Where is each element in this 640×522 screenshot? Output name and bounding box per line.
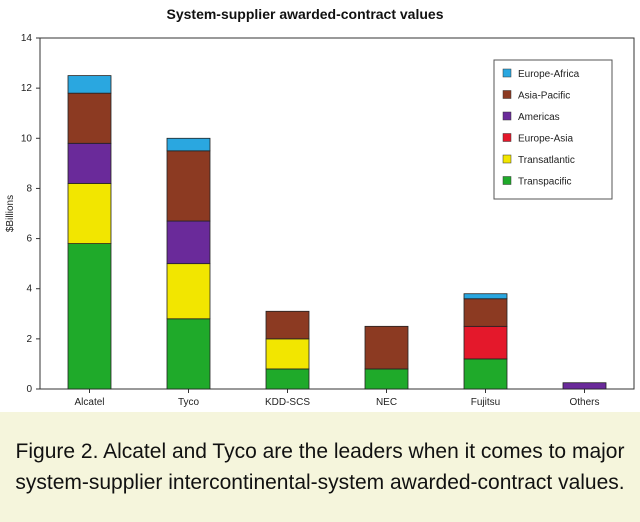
bars [67, 75, 607, 390]
bar-segment-tyco-asia-pacific [166, 150, 211, 222]
bar-segment-nec-transpacific [364, 368, 409, 390]
x-tick-label: Alcatel [74, 397, 104, 408]
y-tick-label: 8 [26, 183, 32, 194]
legend-swatch-transatlantic [502, 154, 512, 164]
x-tick-label: NEC [376, 397, 397, 408]
legend: Europe-Africa Asia-Pacific Americas Europe-… [493, 59, 613, 200]
y-tick-label: 4 [26, 284, 32, 295]
y-tick-label: 12 [21, 83, 33, 94]
bar-segment-tyco-europe-africa [166, 137, 211, 152]
y-tick-label: 10 [21, 133, 33, 144]
bar-segment-kdd-scs-asia-pacific [265, 310, 310, 340]
bar-segment-alcatel-americas [67, 142, 112, 184]
legend-swatch-transpacific [502, 176, 512, 185]
y-tick-label: 2 [26, 334, 32, 345]
bar-segment-fujitsu-transpacific [463, 358, 508, 390]
bar-segment-tyco-transatlantic [166, 263, 211, 320]
legend-label-europe-asia: Europe-Asia [518, 134, 573, 145]
legend-swatch-europe-asia [502, 133, 512, 142]
legend-label-transpacific: Transpacific [518, 177, 572, 188]
bar-segment-alcatel-transpacific [67, 243, 112, 390]
legend-label-americas: Americas [518, 112, 560, 123]
bar-segment-fujitsu-europe-asia [463, 325, 508, 360]
bar-segment-tyco-transpacific [166, 318, 211, 390]
bar-segment-kdd-scs-transpacific [265, 368, 310, 390]
bar-segment-kdd-scs-transatlantic [265, 338, 310, 370]
axes: 0 2 4 6 8 10 12 14 $Billions Alcatel Tyco KDD-SCS NE… [5, 33, 635, 408]
legend-swatch-europe-africa [502, 68, 512, 78]
chart-title: System-supplier awarded-contract values [167, 6, 444, 22]
figure-caption-box: Figure 2. Alcatel and Tyco are the leade… [0, 412, 640, 522]
x-tick-label: Fujitsu [471, 397, 500, 408]
bar-segment-others-americas [562, 382, 607, 390]
legend-label-europe-africa: Europe-Africa [518, 69, 580, 80]
y-tick-label: 0 [26, 384, 32, 395]
legend-label-asia-pacific: Asia-Pacific [518, 91, 570, 102]
bar-segment-alcatel-europe-africa [67, 75, 112, 94]
legend-swatch-americas [502, 111, 512, 121]
figure-caption: Figure 2. Alcatel and Tyco are the leade… [15, 440, 625, 494]
y-axis-label: $Billions [5, 195, 16, 232]
x-tick-label: KDD-SCS [265, 397, 310, 408]
bar-segment-fujitsu-europe-africa [463, 293, 508, 300]
bar-segment-fujitsu-asia-pacific [463, 298, 508, 327]
legend-box [493, 59, 613, 200]
x-tick-label: Others [569, 397, 599, 408]
x-tick-label: Tyco [178, 397, 200, 408]
plot-frame [39, 37, 635, 390]
stacked-bar-chart: System-supplier awarded-contract values … [5, 6, 635, 408]
chart-area: System-supplier awarded-contract values … [5, 6, 635, 408]
bar-segment-alcatel-asia-pacific [67, 92, 112, 144]
bar-segment-tyco-americas [166, 220, 211, 265]
legend-label-transatlantic: Transatlantic [518, 155, 575, 166]
legend-swatch-asia-pacific [502, 90, 512, 99]
y-tick-label: 6 [26, 234, 32, 245]
bar-segment-alcatel-transatlantic [67, 183, 112, 244]
bar-segment-nec-asia-pacific [364, 325, 409, 370]
y-tick-label: 14 [21, 33, 33, 44]
